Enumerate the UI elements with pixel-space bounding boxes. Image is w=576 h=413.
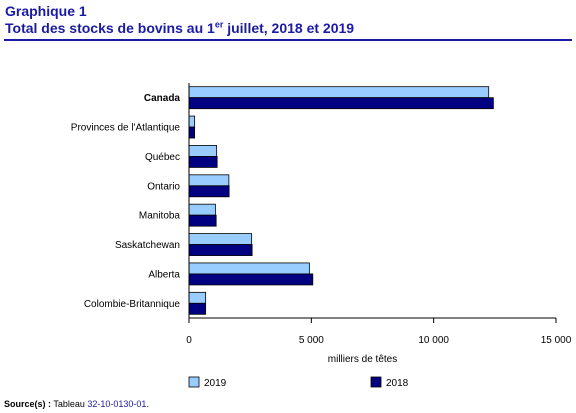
bar-2019-7 bbox=[188, 291, 207, 304]
bar-2019-3 bbox=[188, 174, 230, 187]
graph-label: Graphique 1 bbox=[5, 3, 87, 19]
source-note: Source(s) : Tableau 32-10-0130-01. bbox=[4, 399, 149, 409]
bar-2018-1 bbox=[188, 126, 196, 139]
category-label-4: Manitoba bbox=[139, 211, 181, 222]
source-label: Source(s) : bbox=[4, 399, 52, 409]
bar-2019-4 bbox=[188, 203, 216, 216]
title-prefix: Total des stocks de bovins au 1 bbox=[5, 20, 215, 36]
x-tick-label-3: 15 000 bbox=[541, 335, 572, 346]
bars-group bbox=[188, 86, 494, 315]
category-label-2: Québec bbox=[145, 152, 180, 163]
bar-2019-5 bbox=[188, 233, 253, 245]
bar-chart: 0 5 000 10 000 15 000 Canada Provinces de l'… bbox=[71, 83, 572, 389]
category-label-0: Canada bbox=[144, 93, 181, 104]
title-superscript: er bbox=[214, 19, 224, 30]
bar-2018-3 bbox=[188, 185, 230, 198]
category-labels-group: Canada Provinces de l'Atlantique Québec Ont… bbox=[71, 93, 181, 310]
bar-2019-0 bbox=[188, 86, 490, 99]
title-suffix: juillet, 2018 et 2019 bbox=[223, 20, 355, 36]
category-label-5: Saskatchewan bbox=[115, 240, 180, 251]
category-label-1: Provinces de l'Atlantique bbox=[71, 123, 181, 134]
bar-2018-4 bbox=[188, 214, 217, 227]
bar-2019-1 bbox=[188, 115, 196, 128]
category-label-3: Ontario bbox=[147, 181, 180, 192]
x-axis-label: milliers de têtes bbox=[328, 354, 397, 365]
legend-swatch-2018 bbox=[370, 376, 382, 388]
chart-title: Total des stocks de bovins au 1er juille… bbox=[5, 20, 571, 37]
x-tick-label-0: 0 bbox=[186, 335, 192, 346]
x-tick-label-1: 5 000 bbox=[299, 335, 324, 346]
source-end: . bbox=[146, 399, 149, 409]
legend-swatch-2019 bbox=[188, 376, 200, 388]
category-label-7: Colombie-Britannique bbox=[84, 299, 181, 310]
bar-2018-5 bbox=[188, 244, 253, 256]
bar-2018-2 bbox=[188, 156, 218, 168]
title-rule bbox=[4, 39, 572, 41]
bar-2018-6 bbox=[188, 273, 314, 286]
x-tick-label-2: 10 000 bbox=[418, 335, 449, 346]
bar-2018-7 bbox=[188, 302, 207, 315]
bar-2019-6 bbox=[188, 262, 310, 275]
bar-2019-2 bbox=[188, 145, 218, 157]
bar-2018-0 bbox=[188, 97, 494, 110]
x-ticks-group: 0 5 000 10 000 15 000 bbox=[186, 318, 572, 346]
source-table-link[interactable]: 32-10-0130-01 bbox=[87, 399, 147, 409]
legend-label-2018: 2018 bbox=[386, 378, 409, 389]
category-label-6: Alberta bbox=[148, 269, 180, 280]
source-text: Tableau bbox=[51, 399, 88, 409]
legend-label-2019: 2019 bbox=[204, 378, 227, 389]
chart-title-block: Graphique 1 Total des stocks de bovins a… bbox=[5, 3, 571, 37]
legend: 2019 2018 bbox=[188, 376, 409, 389]
